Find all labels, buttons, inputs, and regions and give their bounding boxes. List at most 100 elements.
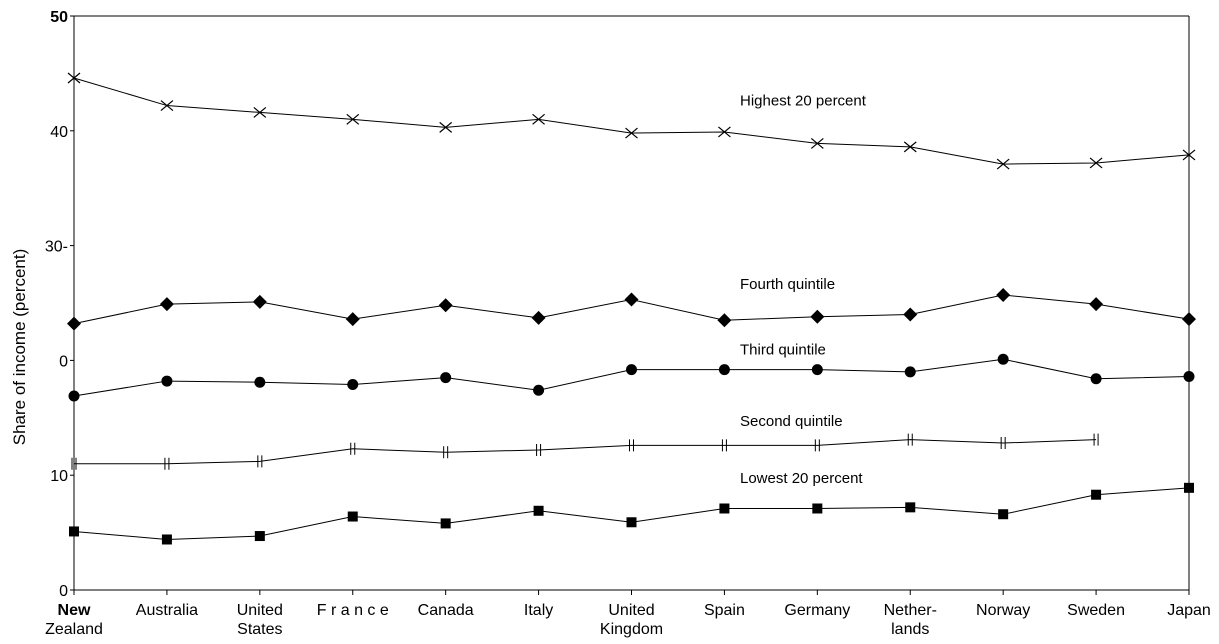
- data-point-cross: [1089, 157, 1103, 169]
- y-tick-label: 40: [50, 124, 68, 141]
- data-point-circle: [811, 364, 823, 376]
- data-point-bar: [164, 457, 170, 470]
- data-point-bar: [629, 439, 634, 452]
- data-point-square: [347, 511, 358, 522]
- series-label: Third quintile: [740, 342, 826, 359]
- x-tick-label: United: [237, 602, 283, 619]
- data-point-circle: [904, 366, 916, 378]
- data-point-circle: [997, 353, 1009, 365]
- data-point-cross: [253, 106, 267, 118]
- data-point-cross: [160, 100, 174, 112]
- series-line: [74, 439, 1097, 465]
- data-point-diamond: [438, 298, 453, 313]
- data-point-square: [161, 534, 172, 545]
- x-tick-label: F r a n c e: [317, 602, 389, 619]
- x-axis-ticks: New Zealand Australia United States F r a n c…: [45, 590, 1211, 638]
- series-lines: [67, 72, 1196, 545]
- x-tick-label: Sweden: [1067, 602, 1125, 619]
- x-tick-label: United: [608, 602, 654, 619]
- data-point-cross: [532, 113, 545, 125]
- data-point-cross: [625, 127, 638, 139]
- data-point-square: [1091, 489, 1102, 500]
- data-point-diamond: [717, 313, 732, 328]
- x-tick-label: Italy: [524, 602, 553, 619]
- data-point-circle: [718, 364, 730, 376]
- data-point-diamond: [1089, 297, 1104, 312]
- data-point-circle: [1090, 373, 1102, 385]
- data-point-cross: [439, 121, 453, 133]
- x-tick-label: New: [58, 602, 91, 619]
- x-tick-label: Japan: [1167, 602, 1211, 619]
- data-point-cross: [67, 72, 81, 84]
- series-label: Fourth quintile: [740, 276, 835, 293]
- series-label: Highest 20 percent: [740, 93, 867, 110]
- data-point-bar: [1000, 437, 1006, 450]
- x-tick-label: Australia: [136, 602, 198, 619]
- x-tick-label: Nether-: [884, 602, 937, 619]
- data-point-cross: [996, 158, 1010, 170]
- series-line: [73, 77, 1190, 165]
- data-point-cross: [810, 137, 824, 149]
- data-point-square: [440, 518, 451, 529]
- data-point-cross: [903, 141, 917, 153]
- series-label: Lowest 20 percent: [740, 470, 863, 487]
- data-point-bar: [721, 439, 727, 452]
- data-point-bar: [814, 439, 820, 452]
- data-point-square: [626, 517, 637, 528]
- data-point-square: [1184, 482, 1194, 493]
- y-tick-label: 30-: [45, 239, 68, 256]
- data-point-circle: [440, 372, 452, 384]
- data-point-bar: [443, 446, 449, 459]
- x-tick-label: Germany: [784, 602, 850, 619]
- data-point-square: [905, 502, 916, 513]
- data-point-circle: [1183, 370, 1195, 382]
- data-point-diamond: [67, 316, 81, 331]
- data-point-square: [254, 531, 265, 542]
- data-point-cross: [718, 126, 731, 138]
- y-tick-label: 0: [59, 353, 68, 370]
- data-point-bar: [907, 433, 913, 446]
- data-point-diamond: [252, 294, 267, 309]
- data-point-diamond: [1182, 312, 1196, 327]
- data-point-diamond: [810, 309, 825, 324]
- x-tick-label: States: [237, 621, 282, 638]
- data-point-bar: [71, 457, 77, 470]
- data-point-circle: [254, 376, 266, 388]
- data-point-circle: [626, 364, 637, 376]
- data-point-cross: [1182, 149, 1196, 161]
- data-point-square: [719, 503, 730, 514]
- y-tick-label: 10: [50, 468, 68, 485]
- y-axis-label: Share of income (percent): [10, 249, 29, 446]
- data-point-circle: [68, 390, 80, 402]
- x-tick-label: Norway: [976, 602, 1030, 619]
- data-point-square: [533, 505, 544, 516]
- data-point-circle: [347, 379, 359, 391]
- x-tick-label: Spain: [704, 602, 745, 619]
- data-point-diamond: [996, 287, 1011, 302]
- data-point-bar: [350, 442, 356, 455]
- data-point-bar: [1093, 433, 1099, 446]
- data-point-circle: [533, 384, 545, 396]
- data-point-cross: [346, 113, 360, 125]
- series-line: [73, 487, 1190, 540]
- series-label: Second quintile: [740, 413, 843, 430]
- data-point-bar: [536, 443, 542, 456]
- data-point-diamond: [903, 307, 918, 322]
- x-tick-label: lands: [891, 621, 929, 638]
- series-labels: Highest 20 percent Fourth quintile Third q…: [740, 93, 867, 488]
- data-point-square: [812, 503, 823, 514]
- data-point-square: [998, 509, 1009, 520]
- x-tick-label: Zealand: [45, 621, 103, 638]
- data-point-diamond: [531, 310, 546, 325]
- data-point-diamond: [159, 297, 174, 312]
- y-axis-ticks: 0 10 0 30- 40 50: [45, 9, 74, 600]
- data-point-diamond: [624, 292, 639, 307]
- data-point-diamond: [345, 312, 360, 327]
- data-point-square: [69, 526, 79, 537]
- x-tick-label: Kingdom: [600, 621, 663, 638]
- y-tick-label: 0: [59, 583, 68, 600]
- data-point-bar: [257, 455, 263, 468]
- x-tick-label: Canada: [418, 602, 474, 619]
- data-point-circle: [161, 375, 173, 387]
